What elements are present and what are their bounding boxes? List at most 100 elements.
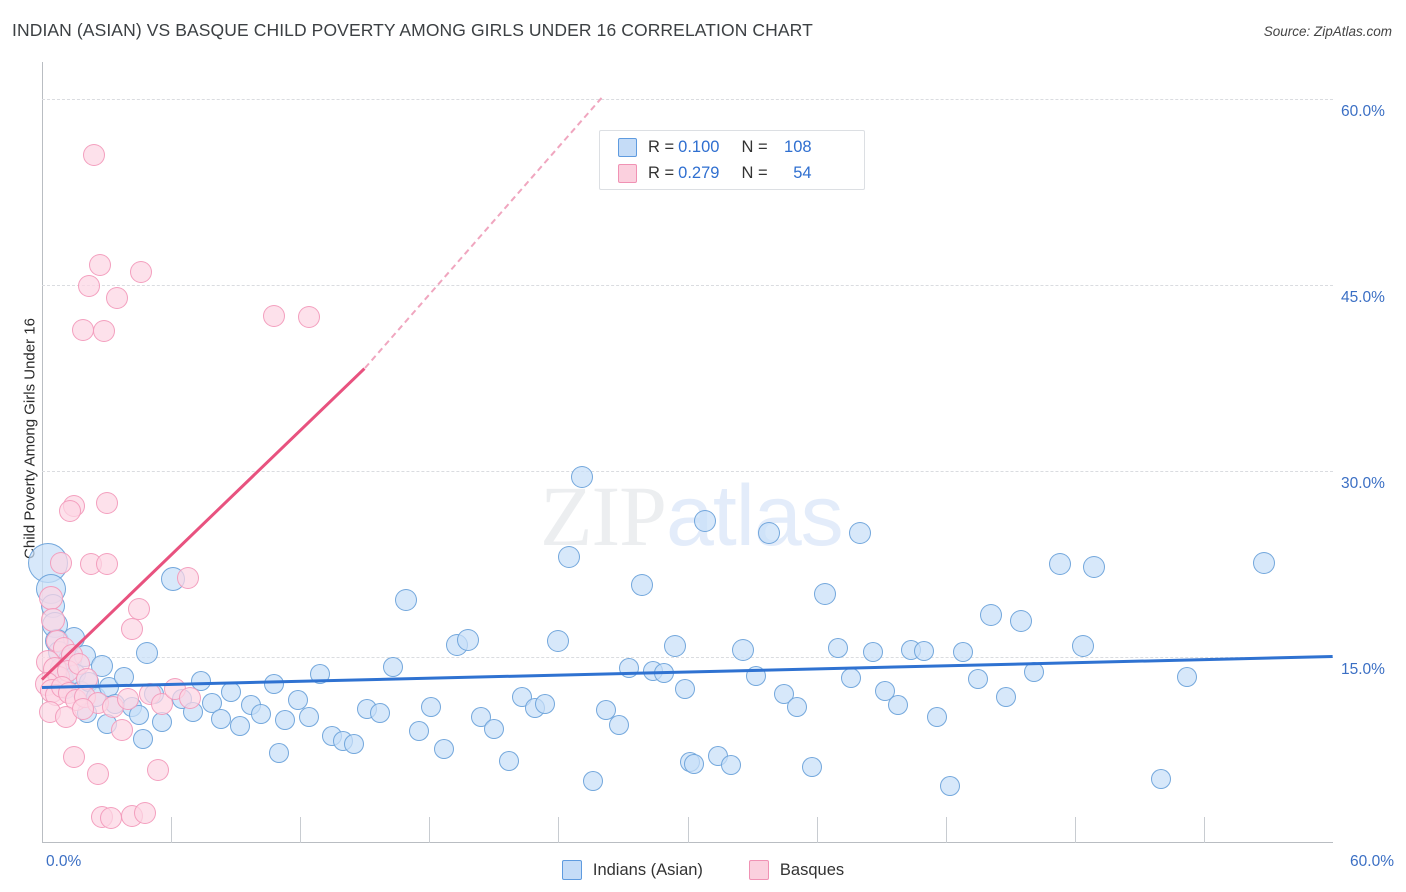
data-point[interactable] <box>571 466 594 489</box>
r-value-pink: 0.279 <box>678 163 720 182</box>
data-point[interactable] <box>191 670 212 691</box>
data-point[interactable] <box>91 654 114 677</box>
data-point[interactable] <box>95 492 118 515</box>
data-point[interactable] <box>50 551 73 574</box>
data-point[interactable] <box>110 719 133 742</box>
y-axis-line <box>42 62 43 843</box>
n-value-pink: 54 <box>793 163 812 182</box>
data-point[interactable] <box>675 679 696 700</box>
data-point[interactable] <box>128 705 149 726</box>
legend-color-indians <box>561 860 582 880</box>
data-point[interactable] <box>434 738 455 759</box>
data-point[interactable] <box>394 589 417 612</box>
data-point[interactable] <box>179 686 202 709</box>
x-axis-max-label: 60.0% <box>1350 853 1394 870</box>
data-point[interactable] <box>828 638 849 659</box>
data-point[interactable] <box>940 775 960 796</box>
n-label-pink: N = <box>741 163 768 182</box>
data-point[interactable] <box>177 566 200 589</box>
data-point[interactable] <box>732 638 755 661</box>
data-point[interactable] <box>952 642 973 663</box>
data-point[interactable] <box>841 668 862 689</box>
data-point[interactable] <box>86 762 109 785</box>
data-point[interactable] <box>663 634 686 657</box>
data-point[interactable] <box>631 574 654 597</box>
data-point[interactable] <box>288 690 309 711</box>
data-point[interactable] <box>133 728 154 749</box>
data-point[interactable] <box>93 320 116 342</box>
data-point[interactable] <box>888 695 909 716</box>
data-point[interactable] <box>297 306 320 329</box>
data-point[interactable] <box>251 704 272 725</box>
data-point[interactable] <box>693 509 716 532</box>
data-point[interactable] <box>95 553 118 576</box>
data-point[interactable] <box>535 694 556 715</box>
data-point[interactable] <box>1083 555 1106 578</box>
data-point[interactable] <box>275 710 296 731</box>
data-point[interactable] <box>78 275 101 298</box>
data-point[interactable] <box>71 318 94 341</box>
data-point[interactable] <box>210 709 231 730</box>
data-point[interactable] <box>683 753 704 774</box>
data-point[interactable] <box>558 545 581 568</box>
data-point[interactable] <box>979 603 1002 626</box>
data-point[interactable] <box>758 522 781 545</box>
data-point[interactable] <box>862 642 883 663</box>
data-point[interactable] <box>498 751 519 772</box>
data-point[interactable] <box>408 721 429 742</box>
data-point[interactable] <box>875 680 896 701</box>
legend-item-basques[interactable]: Basques <box>748 860 844 880</box>
data-point[interactable] <box>129 260 152 283</box>
data-point[interactable] <box>268 742 289 763</box>
n-label-blue: N = <box>741 137 768 156</box>
data-point[interactable] <box>136 642 159 665</box>
data-point[interactable] <box>1150 768 1171 789</box>
data-point[interactable] <box>63 746 86 769</box>
data-point[interactable] <box>264 674 285 695</box>
data-point[interactable] <box>117 688 140 711</box>
data-point[interactable] <box>595 700 616 721</box>
data-point[interactable] <box>1048 553 1071 576</box>
data-point[interactable] <box>38 585 63 610</box>
data-point[interactable] <box>1253 551 1276 574</box>
data-point[interactable] <box>927 706 948 727</box>
data-point[interactable] <box>814 582 837 605</box>
data-point[interactable] <box>99 807 122 830</box>
data-point[interactable] <box>547 629 570 652</box>
data-point[interactable] <box>127 597 150 620</box>
data-point[interactable] <box>343 733 364 754</box>
data-point[interactable] <box>263 305 286 328</box>
data-point[interactable] <box>848 522 871 545</box>
data-point[interactable] <box>967 669 988 690</box>
data-point[interactable] <box>229 716 250 737</box>
data-point[interactable] <box>40 607 65 632</box>
data-point[interactable] <box>787 696 808 717</box>
data-point[interactable] <box>58 499 81 522</box>
data-point[interactable] <box>106 286 129 309</box>
data-point[interactable] <box>720 754 741 775</box>
data-point[interactable] <box>802 757 823 778</box>
data-point[interactable] <box>582 771 603 792</box>
data-point[interactable] <box>995 686 1016 707</box>
data-point[interactable] <box>421 696 442 717</box>
data-point[interactable] <box>121 617 144 640</box>
data-point[interactable] <box>134 802 157 825</box>
data-point[interactable] <box>82 143 105 166</box>
data-point[interactable] <box>1010 610 1032 633</box>
data-point[interactable] <box>483 718 504 739</box>
legend-item-indians[interactable]: Indians (Asian) <box>561 860 703 880</box>
data-point[interactable] <box>369 702 390 723</box>
data-point[interactable] <box>1176 666 1197 687</box>
data-point[interactable] <box>608 715 629 736</box>
data-point[interactable] <box>457 628 480 651</box>
data-point[interactable] <box>914 640 935 661</box>
data-point[interactable] <box>147 758 170 781</box>
data-point[interactable] <box>382 656 403 677</box>
data-point[interactable] <box>89 254 112 277</box>
trend-line-basques <box>40 367 366 681</box>
data-point[interactable] <box>298 706 319 727</box>
x-axis-tick <box>1203 817 1205 843</box>
data-point[interactable] <box>151 693 174 716</box>
data-point[interactable] <box>71 698 94 721</box>
data-point[interactable] <box>1072 634 1095 657</box>
